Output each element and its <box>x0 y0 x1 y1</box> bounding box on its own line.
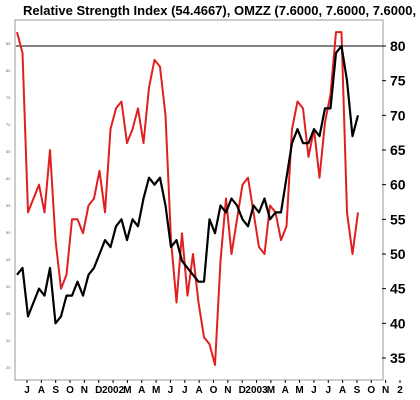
left-tick-label: 30 <box>6 338 11 343</box>
x-tick-label: O <box>210 385 218 396</box>
y-tick-label: 55 <box>390 211 406 227</box>
x-tick-label: 2 <box>397 385 403 396</box>
left-tick-label: 25 <box>6 365 11 370</box>
x-axis: J A S O N D 2002 M A M J J A O N D 2003 M A M J J A S O N 2 <box>24 380 403 396</box>
left-tick-label: 50 <box>6 230 11 235</box>
y-tick-label: 40 <box>390 315 406 331</box>
chart-title: Relative Strength Index (54.4667), OMZZ … <box>23 3 420 18</box>
x-tick-label: A <box>38 385 45 396</box>
x-tick-label: A <box>138 385 145 396</box>
x-tick-label: S <box>52 385 59 396</box>
x-tick-label: M <box>152 385 160 396</box>
left-tick-label: 75 <box>6 95 11 100</box>
left-tick-label: 80 <box>6 68 11 73</box>
x-tick-label: N <box>382 385 389 396</box>
x-tick-label: S <box>354 385 361 396</box>
x-tick-label: O <box>66 385 74 396</box>
y-tick-label: 60 <box>390 177 406 193</box>
y-tick-label: 75 <box>390 73 406 89</box>
x-tick-label: N <box>224 385 231 396</box>
y-tick-label: 80 <box>390 38 406 54</box>
left-tick-label: 40 <box>6 284 11 289</box>
y-tick-label: 65 <box>390 142 406 158</box>
x-tick-label: M <box>267 385 275 396</box>
left-tick-label: 55 <box>6 203 11 208</box>
y-tick-label: 45 <box>390 281 406 297</box>
y-tick-label: 35 <box>390 350 406 366</box>
left-tick-label: 35 <box>6 311 11 316</box>
left-tick-label: 65 <box>6 149 11 154</box>
x-tick-label: A <box>282 385 289 396</box>
x-tick-label: A <box>339 385 346 396</box>
x-tick-label: 2002 <box>102 385 125 396</box>
x-tick-label: M <box>295 385 303 396</box>
x-tick-label: J <box>311 385 317 396</box>
x-tick-label: D <box>239 385 246 396</box>
y-tick-label: 50 <box>390 246 406 262</box>
x-tick-label: J <box>182 385 188 396</box>
left-tick-label: 70 <box>6 122 11 127</box>
left-tick-label: 60 <box>6 176 11 181</box>
series-layer <box>16 31 360 366</box>
x-tick-label: D <box>95 385 102 396</box>
x-tick-label: J <box>325 385 331 396</box>
x-tick-label: J <box>24 385 30 396</box>
left-tick-label: 85 <box>6 41 11 46</box>
x-tick-label: A <box>196 385 203 396</box>
x-tick-label: M <box>123 385 131 396</box>
left-tick-label: 45 <box>6 257 11 262</box>
y-axis-left: 85 80 75 70 65 60 55 50 45 40 35 30 25 <box>6 41 11 370</box>
series-line-1 <box>16 44 360 325</box>
x-tick-label: J <box>168 385 174 396</box>
y-tick-label: 70 <box>390 107 406 123</box>
series-line-0 <box>16 31 359 366</box>
x-tick-label: 2003 <box>245 385 268 396</box>
y-axis-right: 35 40 45 50 55 60 65 70 75 80 <box>382 38 406 366</box>
x-tick-label: N <box>81 385 88 396</box>
x-tick-label: O <box>367 385 375 396</box>
